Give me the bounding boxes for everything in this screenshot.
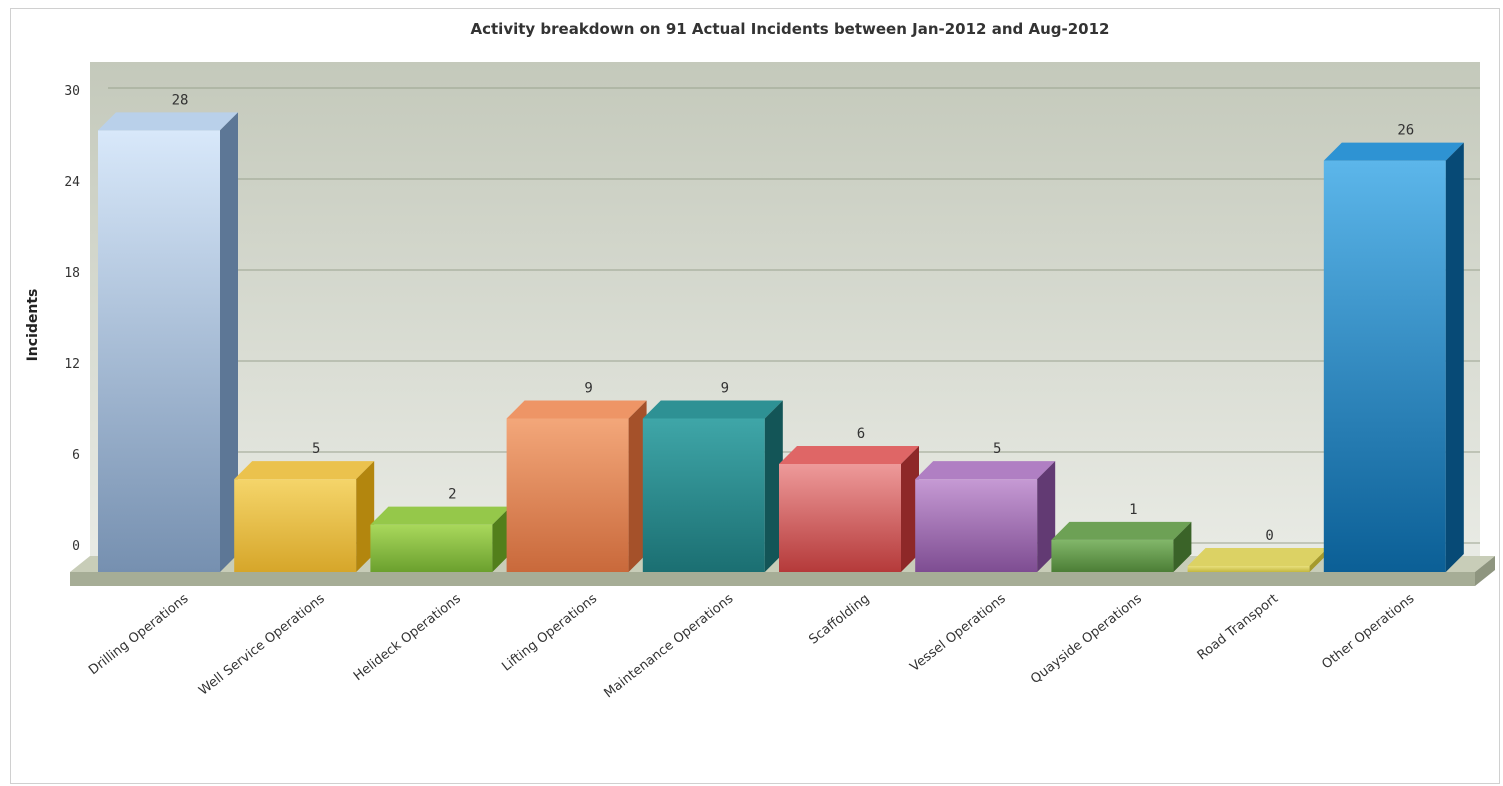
bar-top xyxy=(1323,142,1464,161)
bar-front xyxy=(642,418,765,572)
y-tick-label: 12 xyxy=(64,357,80,372)
category-label: Well Service Operations xyxy=(196,591,328,698)
bar xyxy=(642,400,783,572)
bar xyxy=(1187,548,1328,572)
data-label: 2 xyxy=(448,487,456,503)
bar xyxy=(1323,142,1464,572)
bar-top xyxy=(1187,548,1328,566)
bar-side xyxy=(356,461,375,572)
bar-top xyxy=(779,446,919,464)
bar-front xyxy=(779,464,901,572)
data-label: 9 xyxy=(584,381,592,397)
bar-front xyxy=(1051,539,1174,572)
category-label: Drilling Operations xyxy=(86,591,191,678)
y-tick-label: 0 xyxy=(72,539,80,554)
y-axis-ticks: 0 6 12 18 24 30 xyxy=(64,84,80,554)
bar-front xyxy=(98,130,220,573)
data-labels: 28 5 2 9 9 6 5 1 0 26 xyxy=(172,92,1415,544)
category-label: Quayside Operations xyxy=(1028,591,1145,687)
bar-side xyxy=(1173,521,1192,572)
gridlines xyxy=(108,87,1480,544)
y-axis-label: Incidents xyxy=(25,289,41,362)
bars xyxy=(98,112,1464,573)
bar-side xyxy=(901,446,919,572)
bar xyxy=(98,112,238,573)
bar-side xyxy=(492,506,511,572)
data-label: 9 xyxy=(721,381,729,397)
bar-top xyxy=(1051,521,1192,540)
bar xyxy=(506,400,647,572)
data-label: 26 xyxy=(1397,123,1414,139)
bar xyxy=(1051,521,1192,572)
data-label: 5 xyxy=(312,441,320,457)
data-label: 6 xyxy=(857,426,865,442)
data-label: 1 xyxy=(1129,502,1137,518)
y-tick-label: 30 xyxy=(64,84,80,99)
category-label: Road Transport xyxy=(1195,591,1281,663)
y-tick-label: 6 xyxy=(72,448,80,463)
bar-top xyxy=(915,461,1056,480)
category-label: Maintenance Operations xyxy=(601,591,736,701)
bar-top xyxy=(234,461,375,480)
bar-side xyxy=(220,112,238,572)
bar-top xyxy=(98,112,238,131)
bar xyxy=(779,446,919,572)
bar-side xyxy=(1309,548,1328,572)
bar xyxy=(915,461,1056,572)
bar-front xyxy=(506,418,629,572)
bar-side xyxy=(1037,461,1056,572)
bar-top xyxy=(370,506,511,525)
category-label: Helideck Operations xyxy=(351,591,464,684)
data-label: 0 xyxy=(1265,528,1273,544)
bar-front xyxy=(370,524,493,572)
bar xyxy=(234,461,375,572)
category-label: Scaffolding xyxy=(806,591,872,647)
bar xyxy=(370,506,511,572)
bar-side xyxy=(1445,142,1464,572)
data-label: 28 xyxy=(172,92,189,108)
category-label: Lifting Operations xyxy=(499,591,600,674)
category-label: Other Operations xyxy=(1319,591,1417,672)
bar-front xyxy=(1323,160,1446,572)
category-labels: Drilling Operations Well Service Operatio… xyxy=(86,591,1417,701)
bar-side xyxy=(764,400,783,572)
y-tick-label: 24 xyxy=(64,175,80,190)
category-label: Vessel Operations xyxy=(908,591,1009,675)
data-label: 5 xyxy=(993,441,1001,457)
bar-top xyxy=(642,400,783,419)
bar-top xyxy=(506,400,647,419)
bar-side xyxy=(628,400,647,572)
bar-front xyxy=(915,479,1038,572)
bar-front xyxy=(1187,566,1310,572)
chart-title: Activity breakdown on 91 Actual Incident… xyxy=(470,20,1110,38)
y-tick-label: 18 xyxy=(64,266,80,281)
bar-front xyxy=(234,479,357,572)
